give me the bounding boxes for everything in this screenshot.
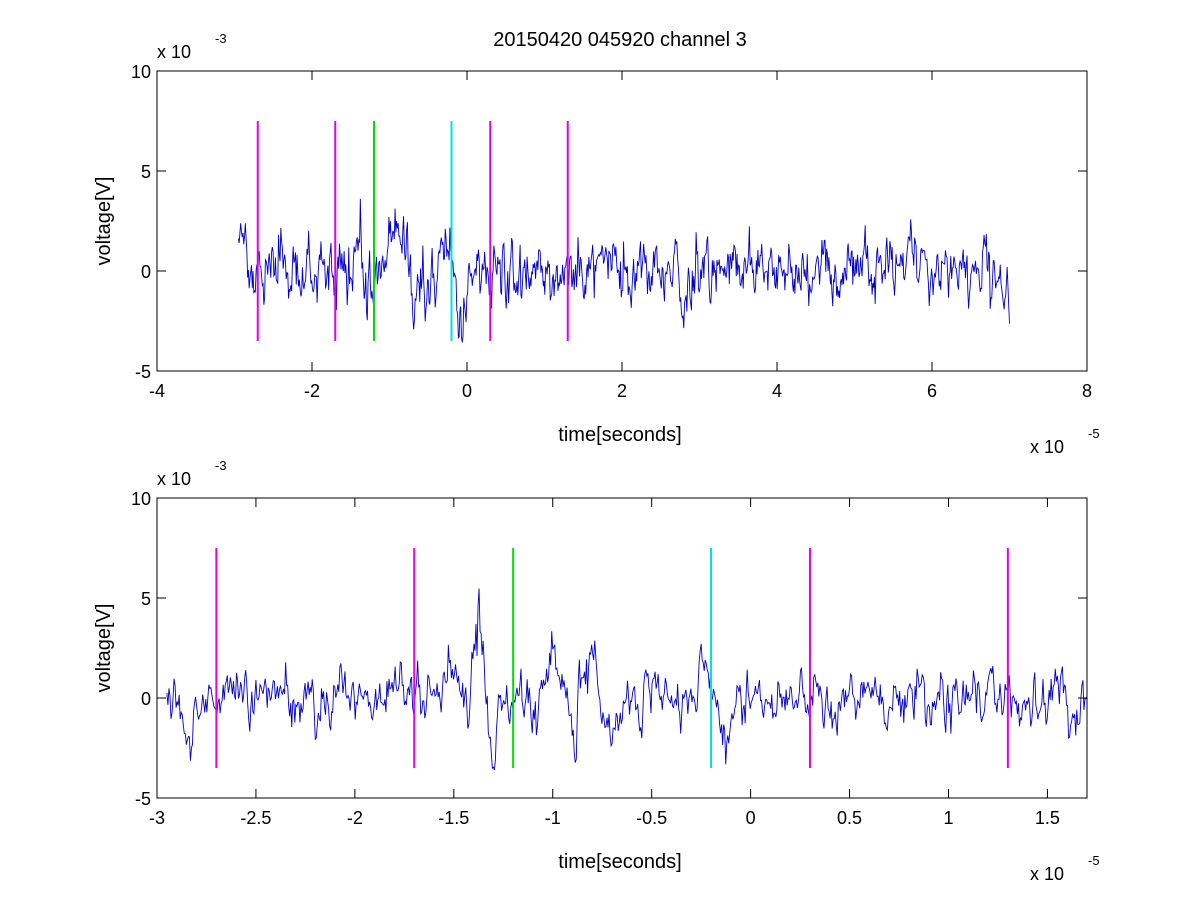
y-axis-label: voltage[V]: [93, 604, 115, 693]
x-multiplier-exponent: -5: [1088, 426, 1100, 441]
x-tick-label: 4: [772, 381, 782, 401]
y-multiplier-base: x 10: [157, 469, 191, 489]
y-multiplier-base: x 10: [157, 42, 191, 62]
x-axis-label: time[seconds]: [558, 851, 681, 873]
x-tick-label: -2.5: [240, 808, 271, 828]
y-multiplier-exponent: -3: [215, 458, 227, 473]
x-tick-label: -4: [149, 381, 165, 401]
x-tick-label: 0: [462, 381, 472, 401]
y-axis-label: voltage[V]: [93, 177, 115, 266]
x-tick-label: 0.5: [837, 808, 862, 828]
x-tick-label: -3: [149, 808, 165, 828]
y-tick-label: 5: [141, 589, 151, 609]
x-multiplier: x 10: [1030, 437, 1064, 457]
x-tick-label: 2: [617, 381, 627, 401]
top-axes: -4 -2 0 2 4 6 8 -5 0 5 10 time[seconds] voltage[V] x …: [93, 31, 1100, 457]
x-tick-label: 1.5: [1035, 808, 1060, 828]
x-tick-label: -1: [545, 808, 561, 828]
x-axis-label: time[seconds]: [558, 424, 681, 446]
x-tick-label: 0: [746, 808, 756, 828]
x-multiplier-exponent: -5: [1088, 853, 1100, 868]
y-tick-label: -5: [135, 362, 151, 382]
y-tick-label: 0: [141, 262, 151, 282]
axes-box: [156, 70, 1088, 372]
series-line: [166, 588, 1088, 771]
x-tick-label: -0.5: [636, 808, 667, 828]
x-tick-label: 8: [1082, 381, 1092, 401]
x-tick-label: -2: [347, 808, 363, 828]
y-multiplier-exponent: -3: [215, 31, 227, 46]
bottom-axes: -3 -2.5 -2 -1.5 -1 -0.5 0 0.5 1 1.5 -5 0 5 10 time[sec…: [93, 458, 1100, 884]
x-tick-label: 6: [927, 381, 937, 401]
axes-box: [156, 497, 1088, 799]
series-line: [237, 198, 1010, 343]
chart-title: 20150420 045920 channel 3: [493, 29, 747, 51]
y-tick-label: 10: [131, 62, 151, 82]
x-tick-label: 1: [943, 808, 953, 828]
y-tick-label: 0: [141, 689, 151, 709]
x-tick-label: -1.5: [438, 808, 469, 828]
y-multiplier: x 10: [157, 42, 191, 62]
y-multiplier: x 10: [157, 469, 191, 489]
x-tick-label: -2: [304, 381, 320, 401]
x-multiplier: x 10: [1030, 864, 1064, 884]
y-tick-label: -5: [135, 789, 151, 809]
y-tick-label: 5: [141, 162, 151, 182]
y-tick-label: 10: [131, 489, 151, 509]
